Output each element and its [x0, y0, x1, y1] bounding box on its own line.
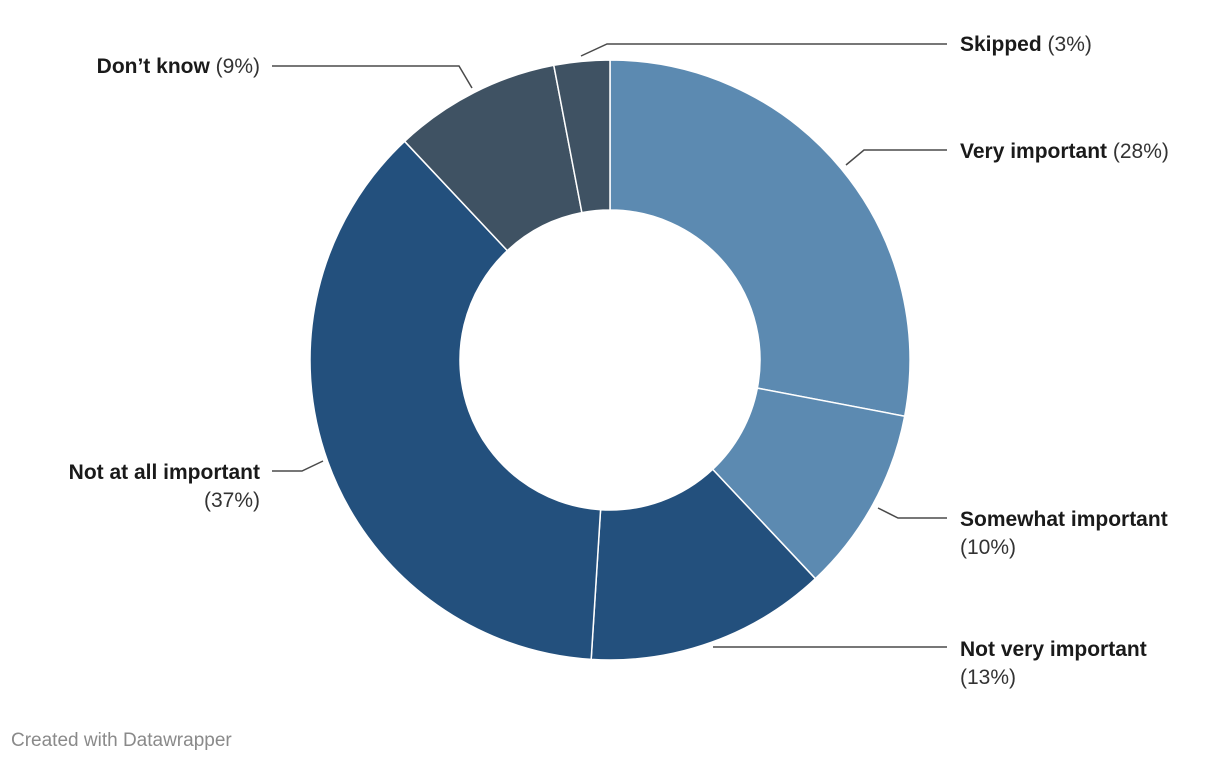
slice-very-important: [609, 59, 911, 417]
leader-line-skipped: [580, 43, 947, 57]
slice-labels: Very important (28%) Somewhat important (1…: [69, 33, 1169, 689]
label-somewhat-important: Somewhat important (10%): [960, 508, 1168, 559]
donut-slices: [309, 59, 911, 661]
label-very-important: Very important (28%): [960, 140, 1169, 163]
leader-line-don-t-know: [272, 65, 473, 89]
slice-percent: (10%): [960, 536, 1016, 559]
slice-skipped: [553, 59, 611, 214]
leader-line-very-important: [845, 149, 947, 166]
leader-line-somewhat-important: [877, 507, 947, 519]
slice-percent: (28%): [1107, 140, 1169, 163]
credit-text: Created with Datawrapper: [11, 730, 232, 751]
label-not-at-all-important: Not at all important (37%): [69, 461, 260, 512]
slice-percent: (13%): [960, 666, 1016, 689]
leader-line-not-at-all-important: [272, 460, 324, 472]
leader-lines: [272, 43, 947, 648]
slice-name: Don’t know: [97, 55, 211, 78]
slice-percent: (37%): [204, 489, 260, 512]
label-skipped: Skipped (3%): [960, 33, 1092, 56]
slice-percent: (3%): [1042, 33, 1092, 56]
slice-name: Not very important: [960, 638, 1147, 661]
slice-percent: (9%): [210, 55, 260, 78]
slice-name: Skipped: [960, 33, 1042, 56]
slice-name: Very important: [960, 140, 1107, 163]
slice-name: Somewhat important: [960, 508, 1168, 531]
label-don-t-know: Don’t know (9%): [97, 55, 260, 78]
slice-name: Not at all important: [69, 461, 260, 484]
label-not-very-important: Not very important (13%): [960, 638, 1147, 689]
slice-not-at-all-important: [309, 140, 602, 661]
